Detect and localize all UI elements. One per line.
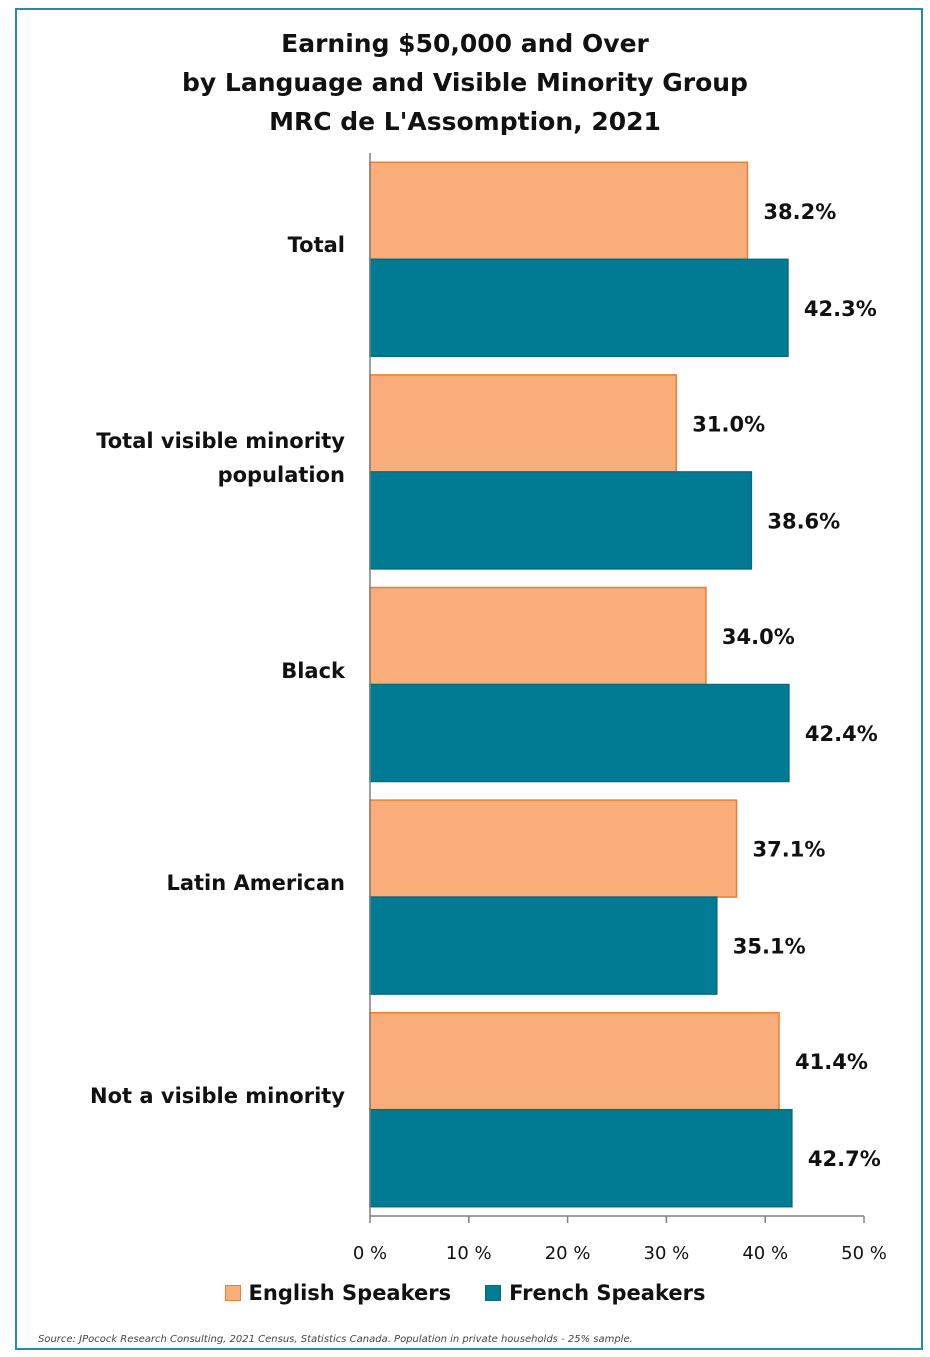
category-label-3: Latin American [166,871,345,896]
bar-french-3 [369,896,718,995]
legend-label-english: English Speakers [248,1281,452,1305]
x-tick-label-3: 30 % [644,1243,690,1264]
x-tick-label-0: 0 % [353,1243,387,1264]
bar-french-0 [369,258,789,358]
data-label-english-3: 37.1% [753,838,826,862]
category-label-1: Total visible minority population [96,428,345,487]
legend-label-french: French Speakers [509,1281,706,1305]
bar-english-0 [369,161,749,261]
data-label-english-4: 41.4% [795,1050,868,1074]
legend: English Speakers French Speakers [0,1281,930,1305]
source-note: Source: JPocock Research Consulting, 202… [38,1334,633,1345]
category-label-2: Black [281,658,345,683]
data-label-french-1: 38.6% [767,509,840,533]
category-label-4: Not a visible minority [90,1083,345,1108]
bar-english-1 [369,374,678,473]
title-line-2: by Language and Visible Minority Group [182,68,748,97]
data-label-english-0: 38.2% [763,200,836,224]
bar-english-4 [369,1011,780,1111]
legend-item-english: English Speakers [224,1281,452,1305]
legend-item-french: French Speakers [485,1281,705,1305]
x-tick-label-5: 50 % [841,1243,887,1264]
data-label-english-1: 31.0% [692,412,765,436]
x-tick-label-1: 10 % [446,1243,492,1264]
chart-title: Earning $50,000 and Over by Language and… [0,24,930,141]
legend-swatch-english [224,1285,241,1301]
bar-english-2 [369,586,707,686]
legend-swatch-french [485,1285,502,1301]
data-label-french-4: 42.7% [808,1147,881,1171]
bar-english-3 [369,799,738,898]
title-line-3: MRC de L'Assomption, 2021 [269,107,661,136]
data-label-english-2: 34.0% [722,625,795,649]
x-tick-label-2: 20 % [545,1243,591,1264]
data-label-french-2: 42.4% [805,722,878,746]
title-line-1: Earning $50,000 and Over [281,29,649,58]
x-tick-label-4: 40 % [742,1243,788,1264]
bar-french-4 [369,1108,793,1208]
bar-french-1 [369,471,753,570]
category-label-0: Total [287,233,345,258]
data-label-french-3: 35.1% [733,935,806,959]
bar-french-2 [369,683,790,783]
data-label-french-0: 42.3% [804,297,877,321]
